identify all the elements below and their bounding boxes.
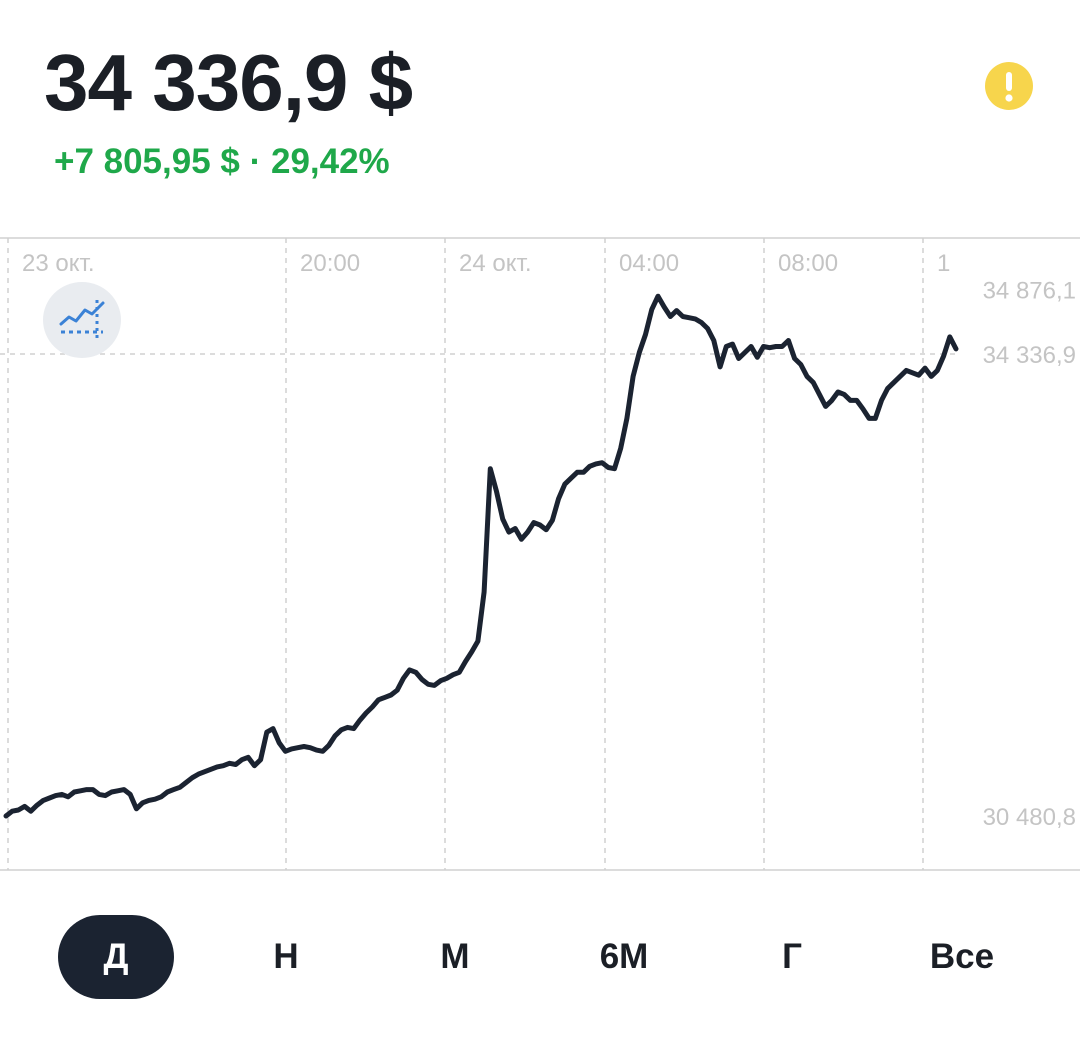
exclamation-icon [1005,72,1013,102]
period-button[interactable]: Д [58,915,174,999]
price-change: +7 805,95 $ · 29,42% [54,142,390,181]
period-selector: Д Н М 6М Г Все [0,915,1080,999]
period-button[interactable]: 6М [599,937,649,976]
x-tick-label: 08:00 [778,250,838,277]
y-tick-label: 34 336,9 [983,342,1076,369]
y-tick-label: 30 480,8 [983,804,1076,831]
trend-line-icon [59,300,105,340]
x-tick-label: 20:00 [300,250,360,277]
price-chart-svg: 23 окт. 20:00 24 окт. 04:00 08:00 1 34 876,1 3… [0,237,1080,871]
current-price: 34 336,9 $ [44,38,413,127]
period-button[interactable]: Г [782,937,802,976]
period-button[interactable]: Все [929,937,995,976]
x-tick-label: 23 окт. [22,250,94,277]
x-tick-label: 24 окт. [459,250,531,277]
period-button[interactable]: Н [273,937,299,976]
price-series-line [3,293,959,819]
alert-button[interactable] [985,62,1033,110]
x-tick-label: 1 [937,250,950,277]
x-tick-label: 04:00 [619,250,679,277]
period-button[interactable]: М [440,937,470,976]
y-tick-label: 34 876,1 [983,277,1076,304]
price-chart[interactable]: 23 окт. 20:00 24 окт. 04:00 08:00 1 34 876,1 3… [0,236,1080,872]
chart-mode-button[interactable] [43,282,121,358]
